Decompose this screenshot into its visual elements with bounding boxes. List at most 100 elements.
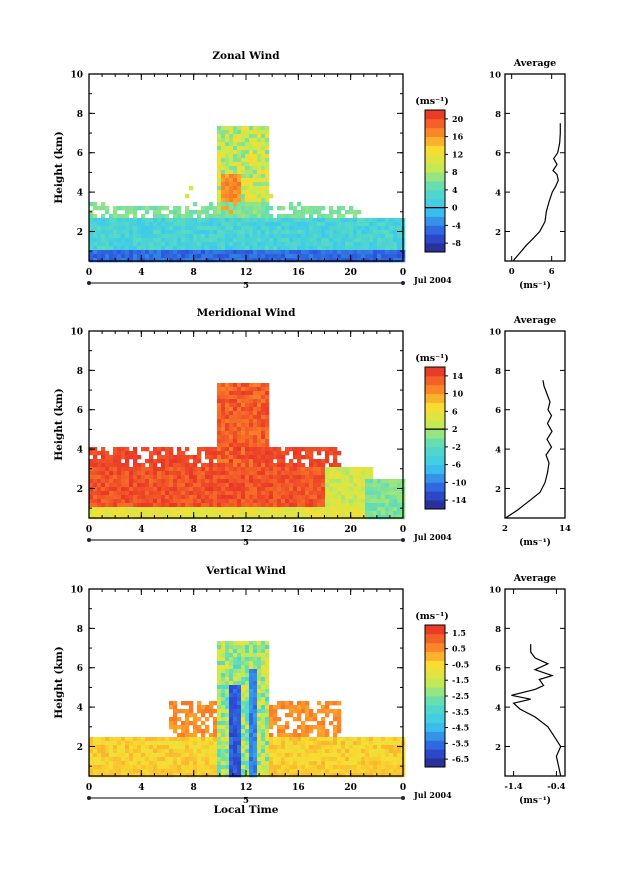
colorbar-tick-label: -4.5	[452, 723, 469, 733]
average-y-tick-label: 4	[495, 704, 501, 714]
average-title: Average	[513, 58, 556, 69]
average-y-tick-label: 6	[495, 406, 501, 416]
average-y-tick-label: 2	[495, 228, 501, 238]
colorbar-tick-label: -2.5	[452, 691, 469, 701]
average-y-tick-label: 10	[489, 328, 501, 338]
y-tick-label: 2	[77, 743, 83, 753]
date-bar-start	[87, 538, 91, 542]
colorbar-tick-label: -5.5	[452, 738, 469, 748]
colorbar-tick-label: 16	[452, 132, 464, 142]
colorbar-swatch	[425, 740, 445, 750]
y-axis-label: Height (km)	[53, 646, 65, 718]
average-title: Average	[513, 573, 556, 584]
y-axis-label: Height (km)	[53, 388, 65, 460]
colorbar-tick-label: -1.5	[452, 675, 469, 685]
colorbar-swatch	[425, 243, 445, 253]
colorbar-swatch	[425, 500, 445, 510]
x-tick-label: 16	[292, 525, 305, 535]
colorbar-tick-label: 14	[452, 371, 464, 381]
average-y-tick-label: 10	[489, 71, 501, 81]
colorbar-swatch	[425, 749, 445, 759]
colorbar-tick-label: -0.5	[452, 659, 469, 669]
colorbar-tick-label: 12	[452, 149, 463, 159]
x-tick-label: 8	[191, 525, 197, 535]
average-title: Average	[513, 315, 556, 326]
heatmap-field	[89, 641, 406, 778]
colorbar-swatch	[425, 687, 445, 697]
colorbar-swatch	[425, 722, 445, 732]
average-profile-line	[505, 380, 553, 519]
colorbar-swatch	[425, 758, 445, 768]
colorbar-swatch	[425, 367, 445, 377]
x-tick-label: 0	[86, 525, 92, 535]
colorbar-swatch	[425, 234, 445, 244]
colorbar-unit: (ms⁻¹)	[415, 611, 449, 622]
colorbar-swatch	[425, 145, 445, 155]
colorbar	[425, 367, 445, 510]
colorbar-tick-label: 2	[452, 424, 458, 434]
colorbar-swatch	[425, 491, 445, 501]
average-x-label: (ms⁻¹)	[519, 537, 551, 548]
average-y-tick-label: 10	[489, 586, 501, 596]
colorbar-swatch	[425, 438, 445, 448]
colorbar-tick-label: -4	[452, 220, 461, 230]
colorbar-swatch	[425, 411, 445, 421]
colorbar-swatch	[425, 429, 445, 439]
colorbar-swatch	[425, 375, 445, 386]
heatmap-field	[89, 383, 406, 520]
y-tick-label: 6	[77, 406, 83, 416]
colorbar-tick-label: -8	[452, 238, 461, 248]
x-axis-label: Local Time	[214, 804, 279, 816]
y-tick-label: 4	[77, 189, 83, 199]
colorbar-tick-label: 8	[452, 167, 458, 177]
x-tick-label: 20	[344, 783, 357, 793]
colorbar	[425, 110, 445, 253]
colorbar-swatch	[425, 402, 445, 412]
colorbar-swatch	[425, 651, 445, 661]
colorbar-swatch	[425, 198, 445, 209]
x-tick-label: 8	[191, 783, 197, 793]
date-label: Jul 2004	[413, 275, 452, 285]
colorbar-swatch	[425, 163, 445, 173]
colorbar-tick-label: 0	[452, 203, 458, 213]
x-tick-label: 0	[86, 268, 92, 278]
colorbar-swatch	[425, 384, 445, 395]
x-tick-label: 20	[344, 525, 357, 535]
heatmap-field	[89, 126, 406, 263]
colorbar-swatch	[425, 669, 445, 679]
average-panel: Average 2 4 6 8 10 -1.4 -0.4 (ms⁻¹)	[489, 573, 566, 806]
average-y-tick-label: 6	[495, 664, 501, 674]
colorbar-swatch	[425, 642, 445, 653]
y-axis-label: Height (km)	[53, 131, 65, 203]
average-x-label: (ms⁻¹)	[519, 795, 551, 806]
average-panel: Average 2 4 6 8 10 0 6 (ms⁻¹)	[489, 58, 566, 291]
colorbar-tick-label: -3.5	[452, 707, 469, 717]
average-frame	[504, 73, 566, 262]
panel-title: Zonal Wind	[212, 50, 280, 62]
colorbar-swatch	[425, 446, 445, 457]
colorbar-tick-label: 10	[452, 389, 464, 399]
x-tick-label: 4	[138, 783, 144, 793]
x-tick-label: 4	[138, 268, 144, 278]
colorbar-swatch	[425, 713, 445, 724]
date-bar-end	[401, 796, 405, 800]
colorbar-swatch	[425, 181, 445, 191]
date-bar-end	[401, 538, 405, 542]
average-x-tick-label: 14	[559, 524, 571, 534]
x-tick-label: 12	[240, 268, 253, 278]
colorbar-swatch	[425, 216, 445, 226]
y-tick-label: 10	[70, 586, 83, 596]
colorbar-tick-label: 1.5	[452, 628, 466, 638]
colorbar-swatch	[425, 473, 445, 483]
colorbar-tick-label: -6.5	[452, 754, 469, 764]
y-tick-label: 10	[70, 71, 83, 81]
x-tick-label: 0	[400, 525, 406, 535]
date-label: Jul 2004	[413, 790, 452, 800]
colorbar-swatch	[425, 172, 445, 182]
x-tick-label: 16	[292, 783, 305, 793]
colorbar-swatch	[425, 393, 445, 403]
y-tick-label: 4	[77, 704, 83, 714]
average-x-tick-label: 2	[502, 524, 508, 534]
average-profile-line	[511, 644, 562, 777]
